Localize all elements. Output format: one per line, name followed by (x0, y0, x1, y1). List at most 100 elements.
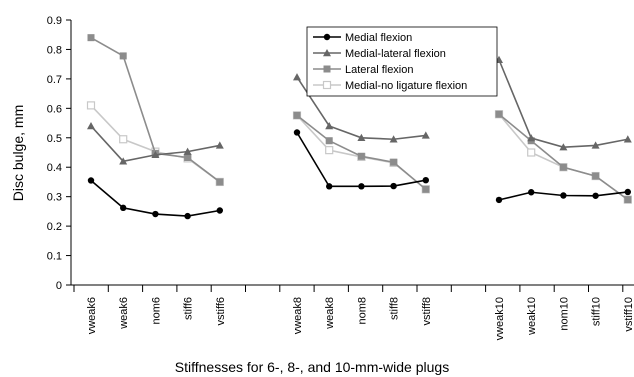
data-point (325, 146, 334, 155)
series-line (498, 113, 629, 201)
data-point (86, 101, 96, 110)
x-tick-label: vweak6 (86, 297, 98, 334)
data-point (591, 141, 600, 149)
data-point (119, 135, 128, 144)
data-point (87, 34, 95, 42)
data-point (87, 177, 95, 184)
legend-entry: Medial-no ligature flexion (313, 80, 467, 92)
data-point (592, 192, 599, 199)
data-point (293, 73, 301, 81)
y-tick-label: 0.7 (47, 74, 62, 86)
data-point (389, 135, 398, 143)
y-ticks: 0 0.1 0.2 0.3 0.4 0.5 0.6 0.7 0.8 0.9 (47, 15, 71, 292)
data-point (390, 182, 397, 190)
legend-entry: Lateral flexion (313, 64, 414, 76)
data-point (495, 196, 503, 204)
x-tick-label: nom10 (558, 297, 570, 331)
data-point (421, 131, 430, 139)
data-point (323, 65, 331, 73)
data-point (390, 158, 398, 166)
series-line (90, 36, 221, 183)
data-point (120, 204, 127, 212)
y-tick-label: 0.9 (47, 15, 62, 27)
x-tick-label: stiff10 (591, 297, 603, 326)
data-point (624, 196, 632, 204)
data-point (559, 143, 568, 151)
data-point (624, 188, 631, 196)
x-tick-label: stiff6 (183, 297, 195, 320)
data-point (357, 152, 365, 160)
x-axis-title: Stiffnesses for 6-, 8-, and 10-mm-wide p… (175, 359, 449, 375)
legend-label: Medial flexion (345, 32, 412, 44)
data-point (119, 52, 127, 60)
data-point (119, 157, 128, 165)
series-0 (87, 129, 631, 220)
data-point (527, 148, 536, 157)
legend-entry: Medial-lateral flexion (313, 48, 446, 60)
legend-label: Lateral flexion (345, 64, 414, 76)
y-tick-label: 0.4 (47, 162, 62, 174)
series-line (296, 114, 427, 190)
series-line (90, 179, 220, 217)
data-point (183, 147, 192, 155)
data-point (528, 189, 535, 196)
data-point (592, 172, 600, 180)
data-point (325, 122, 334, 130)
legend: Medial flexion Medial-lateral flexion Late… (306, 26, 498, 97)
data-point (152, 210, 159, 218)
series-line (498, 113, 629, 201)
data-point (559, 163, 567, 171)
x-tick-label: nom8 (356, 297, 368, 325)
x-tick-label: weak10 (526, 297, 538, 336)
x-tick-label: vstiff8 (421, 297, 433, 326)
data-point (422, 176, 429, 184)
legend-entry: Medial flexion (313, 32, 412, 44)
series-line (498, 59, 628, 149)
data-point (322, 80, 332, 90)
data-point (184, 154, 192, 162)
x-tick-label: weak8 (324, 297, 336, 330)
data-point (560, 192, 567, 199)
series-1 (87, 55, 632, 165)
data-point (293, 129, 301, 136)
data-point (87, 122, 95, 130)
y-tick-label: 0.3 (47, 192, 62, 204)
data-point (325, 137, 333, 145)
x-tick-label: nom6 (150, 297, 162, 325)
y-tick-label: 0.1 (47, 251, 62, 263)
y-tick-label: 0 (56, 280, 62, 292)
plot-area (86, 34, 632, 220)
x-tick-label: vweak8 (292, 297, 304, 334)
data-point (527, 134, 536, 142)
series-line (90, 104, 221, 183)
data-point (215, 141, 224, 149)
x-ticks: vweak6 weak6 nom6 stiff6 vstiff6 vweak8 weak8 n… (73, 285, 634, 340)
data-point (326, 183, 333, 190)
data-point (323, 33, 331, 41)
y-axis-title: Disc bulge, mm (10, 105, 26, 201)
y-tick-label: 0.6 (47, 103, 62, 115)
data-point (323, 49, 331, 57)
y-tick-label: 0.8 (47, 44, 62, 56)
data-point (151, 150, 160, 159)
x-tick-label: vstiff6 (215, 297, 227, 326)
legend-label: Medial-no ligature flexion (345, 80, 467, 92)
legend-label: Medial-lateral flexion (345, 48, 446, 60)
data-point (495, 110, 503, 118)
x-tick-label: vweak10 (494, 297, 506, 340)
data-point (293, 111, 301, 119)
data-point (216, 207, 223, 214)
y-tick-label: 0.2 (47, 221, 62, 233)
axes (70, 20, 634, 286)
data-point (184, 212, 191, 220)
data-point (357, 133, 366, 141)
x-tick-label: stiff8 (389, 297, 401, 320)
data-point (216, 178, 224, 186)
x-tick-label: vstiff10 (623, 297, 634, 332)
x-tick-label: weak6 (118, 297, 130, 330)
data-point (358, 183, 365, 190)
data-point (422, 185, 430, 193)
y-tick-label: 0.5 (47, 133, 62, 145)
data-point (623, 135, 632, 143)
